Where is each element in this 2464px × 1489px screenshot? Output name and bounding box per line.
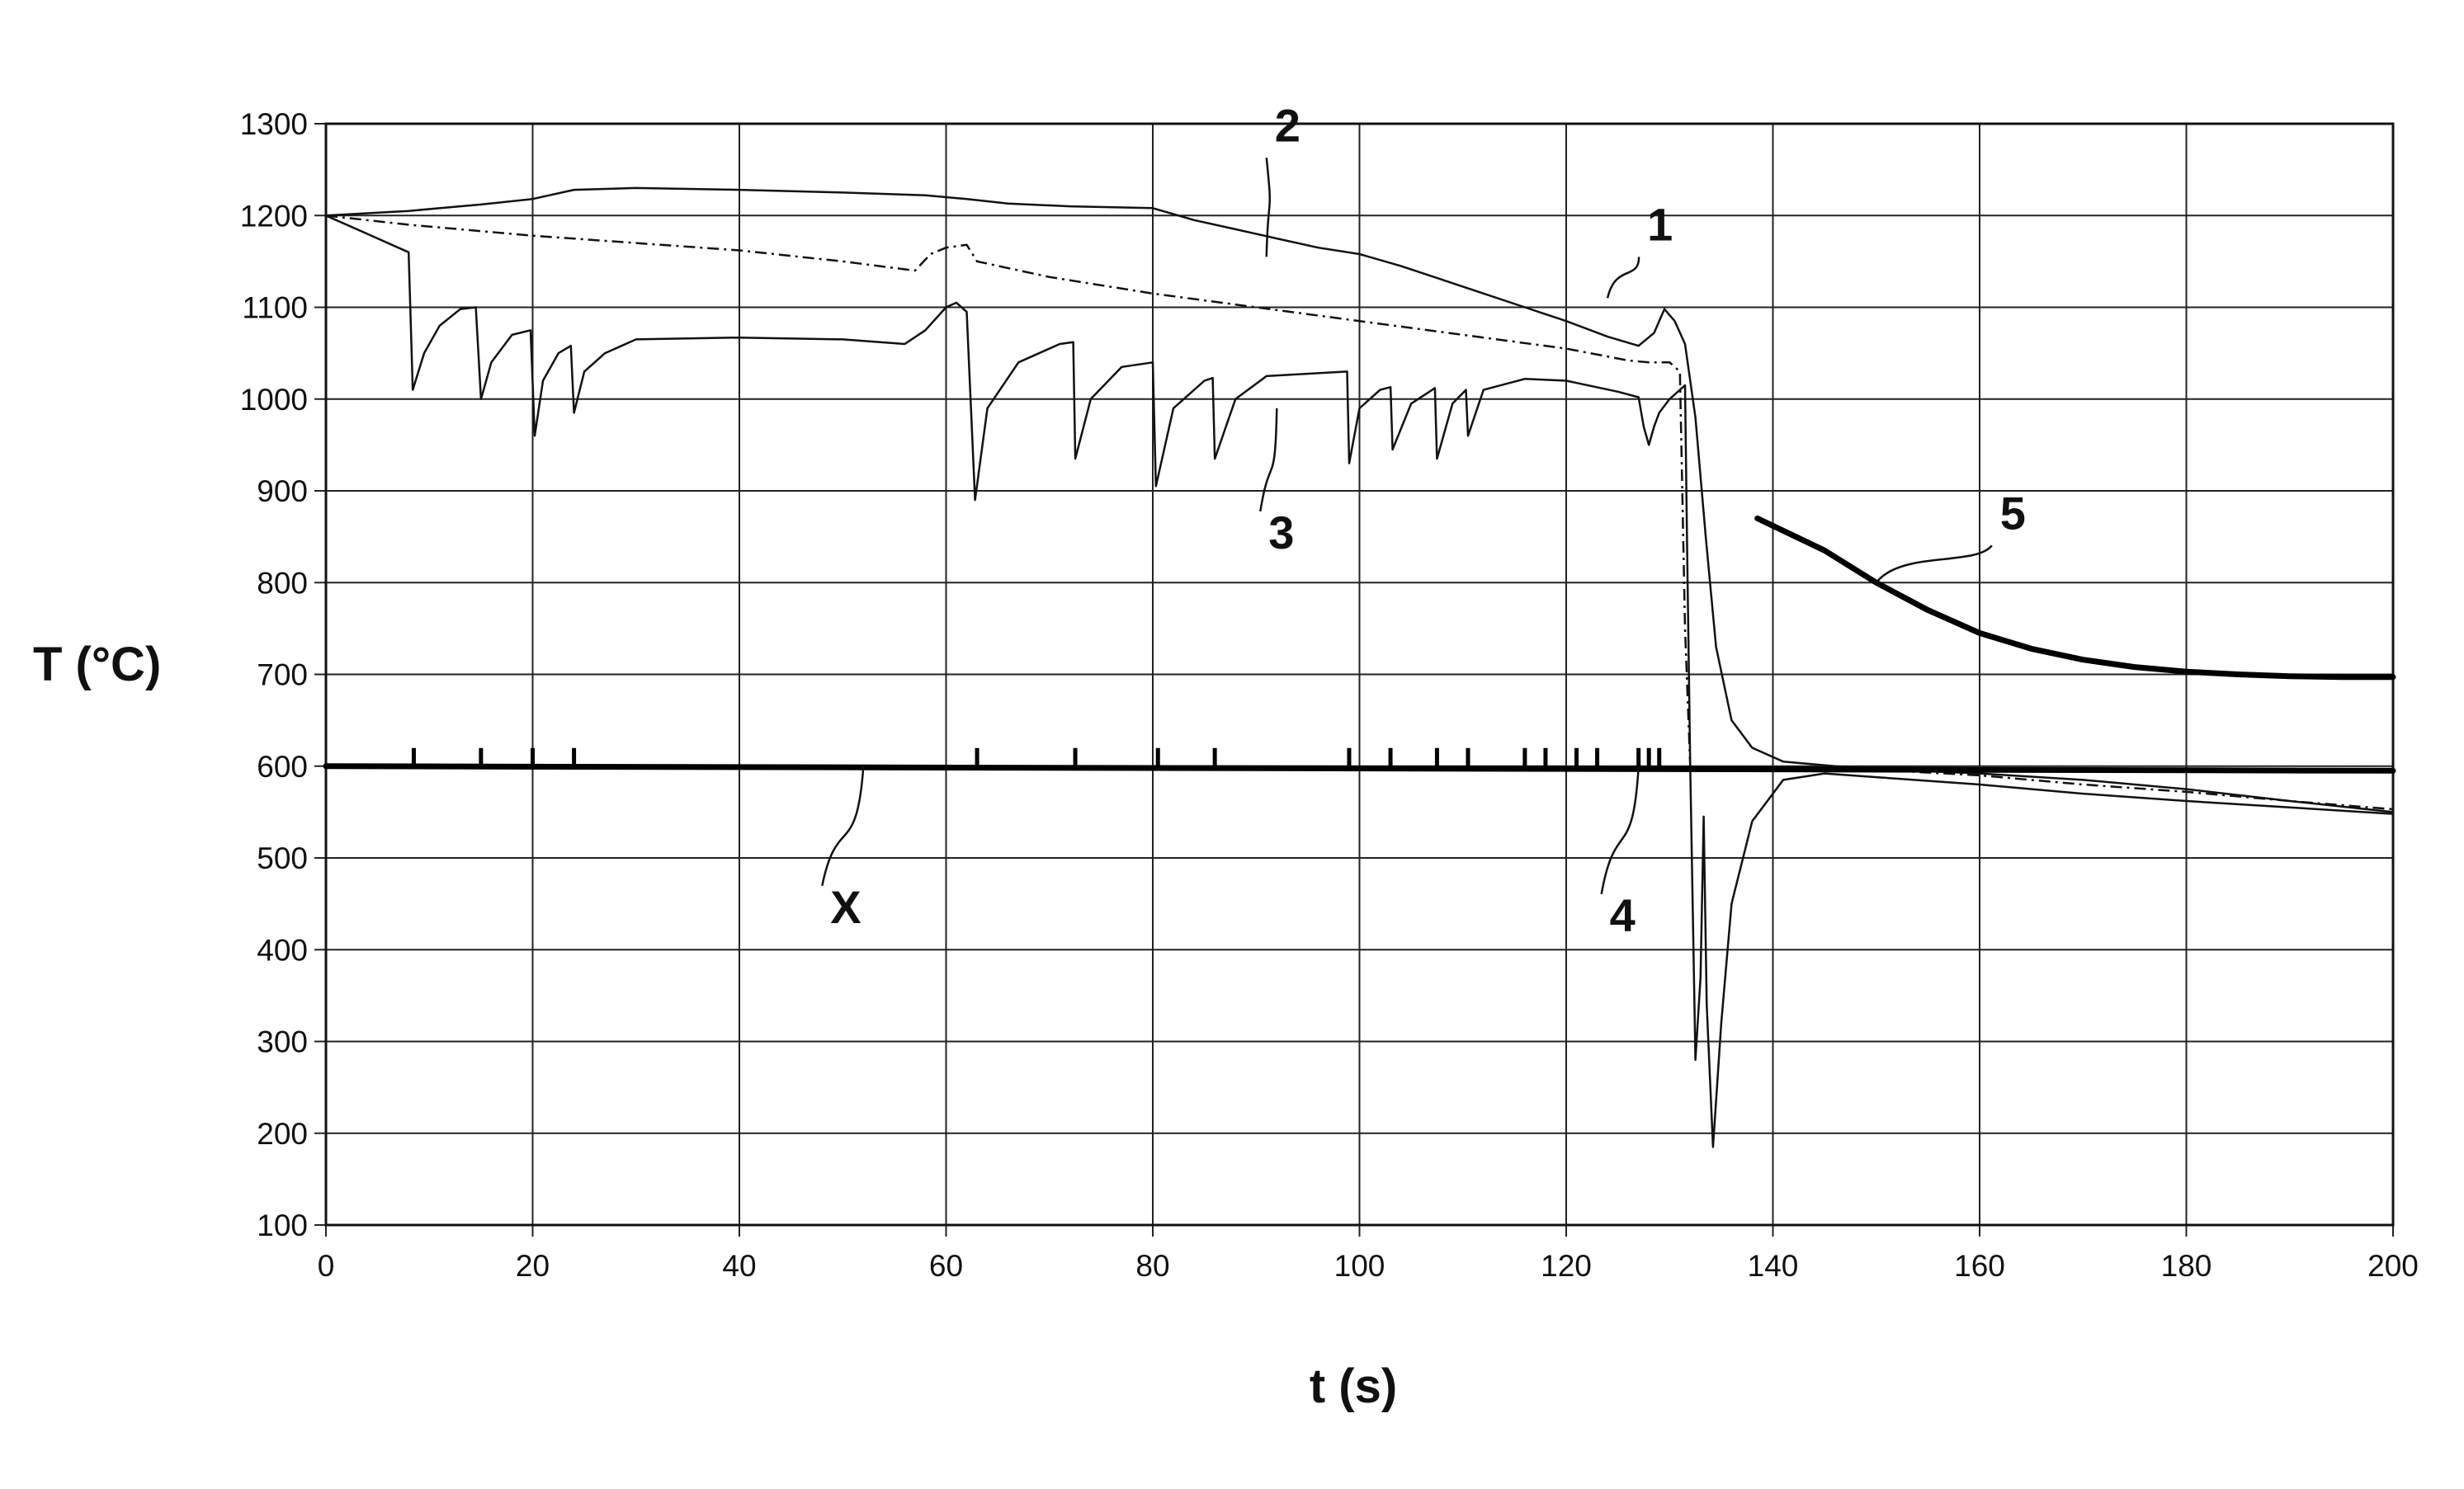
x-tick-label: 200 — [2367, 1249, 2419, 1283]
callout-leader — [822, 766, 863, 886]
x-axis-title: t (s) — [1310, 1359, 1397, 1413]
callout-label: X — [830, 881, 861, 933]
y-tick-label: 1300 — [240, 107, 308, 141]
callout-label: 5 — [2000, 487, 2026, 539]
y-tick-label: 600 — [257, 750, 308, 784]
y-tick-label: 700 — [257, 658, 308, 692]
series-line-5 — [1758, 518, 2393, 676]
y-tick-label: 1000 — [240, 383, 308, 417]
x-tick-label: 100 — [1334, 1249, 1385, 1283]
callout-leader — [1607, 257, 1639, 298]
y-axis-title: T (°C) — [33, 638, 161, 691]
x-tick-label: 160 — [1954, 1249, 2005, 1283]
y-tick-label: 1200 — [240, 199, 308, 233]
y-tick-label: 500 — [257, 841, 308, 875]
x-tick-label: 140 — [1748, 1249, 1799, 1283]
tick-labels: 1002003004005006007008009001000110012001… — [240, 107, 2419, 1283]
y-tick-label: 200 — [257, 1117, 308, 1151]
x-tick-label: 120 — [1541, 1249, 1592, 1283]
y-tick-label: 100 — [257, 1209, 308, 1242]
callout-label: 3 — [1268, 507, 1294, 558]
callout-label: 1 — [1647, 198, 1673, 250]
y-tick-label: 1100 — [242, 291, 308, 325]
callouts: 1 2 3 4 5 X — [822, 99, 2026, 940]
y-tick-label: 300 — [257, 1025, 308, 1059]
callout-leader — [1260, 408, 1277, 511]
x-tick-label: 60 — [929, 1249, 963, 1283]
callout-leader — [1876, 545, 1992, 582]
y-tick-label: 800 — [257, 566, 308, 600]
callout-leader — [1602, 766, 1639, 894]
x-tick-label: 180 — [2161, 1249, 2212, 1283]
event-markers — [413, 748, 1659, 766]
y-tick-label: 400 — [257, 933, 308, 967]
grid — [314, 124, 2393, 1237]
y-tick-label: 900 — [257, 474, 308, 508]
callout-label: 2 — [1275, 99, 1300, 151]
x-tick-label: 80 — [1135, 1249, 1169, 1283]
x-tick-label: 20 — [516, 1249, 550, 1283]
callout-leader — [1267, 158, 1270, 257]
x-tick-label: 40 — [722, 1249, 756, 1283]
callout-label: 4 — [1610, 889, 1636, 941]
x-tick-label: 0 — [318, 1249, 335, 1283]
